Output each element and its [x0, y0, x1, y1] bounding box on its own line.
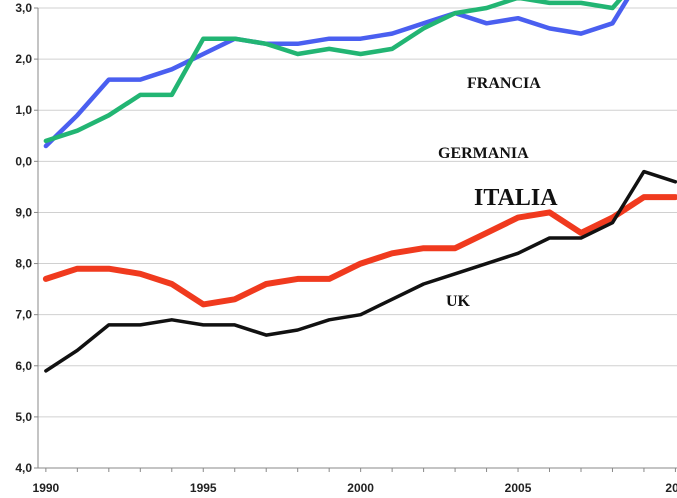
y-tick-label: 9,0 [15, 205, 32, 219]
series-label-italia: ITALIA [474, 185, 558, 211]
y-tick-label: 1,0 [15, 103, 32, 117]
y-tick-labels: 4,0 5,0 6,0 7,0 8,0 9,0 0,0 1,0 2,0 3,0 [15, 1, 38, 475]
x-tick-label: 2000 [347, 481, 374, 495]
y-tick-label: 2,0 [15, 52, 32, 66]
y-tick-label: 6,0 [15, 359, 32, 373]
series-label-germania: GERMANIA [438, 145, 529, 162]
x-tick-label: 201 [665, 481, 677, 495]
y-tick-label: 7,0 [15, 308, 32, 322]
x-tick-label: 2005 [505, 481, 532, 495]
y-tick-label: 8,0 [15, 257, 32, 271]
axes [37, 8, 677, 469]
y-tick-label: 3,0 [15, 1, 32, 15]
x-tick-label: 1990 [33, 481, 60, 495]
y-tick-label: 4,0 [15, 461, 32, 475]
y-tick-label: 0,0 [15, 154, 32, 168]
x-tick-label: 1995 [190, 481, 217, 495]
series-line-germania [43, 0, 623, 144]
series-label-uk: UK [446, 293, 471, 310]
series-line-francia [43, 0, 630, 149]
series-label-francia: FRANCIA [467, 75, 541, 92]
series-lines [42, 0, 677, 373]
y-tick-label: 5,0 [15, 410, 32, 424]
series-line-italia [42, 194, 677, 308]
series-line-uk [44, 169, 677, 373]
x-tick-labels: 1990 1995 2000 2005 201 [33, 468, 677, 495]
